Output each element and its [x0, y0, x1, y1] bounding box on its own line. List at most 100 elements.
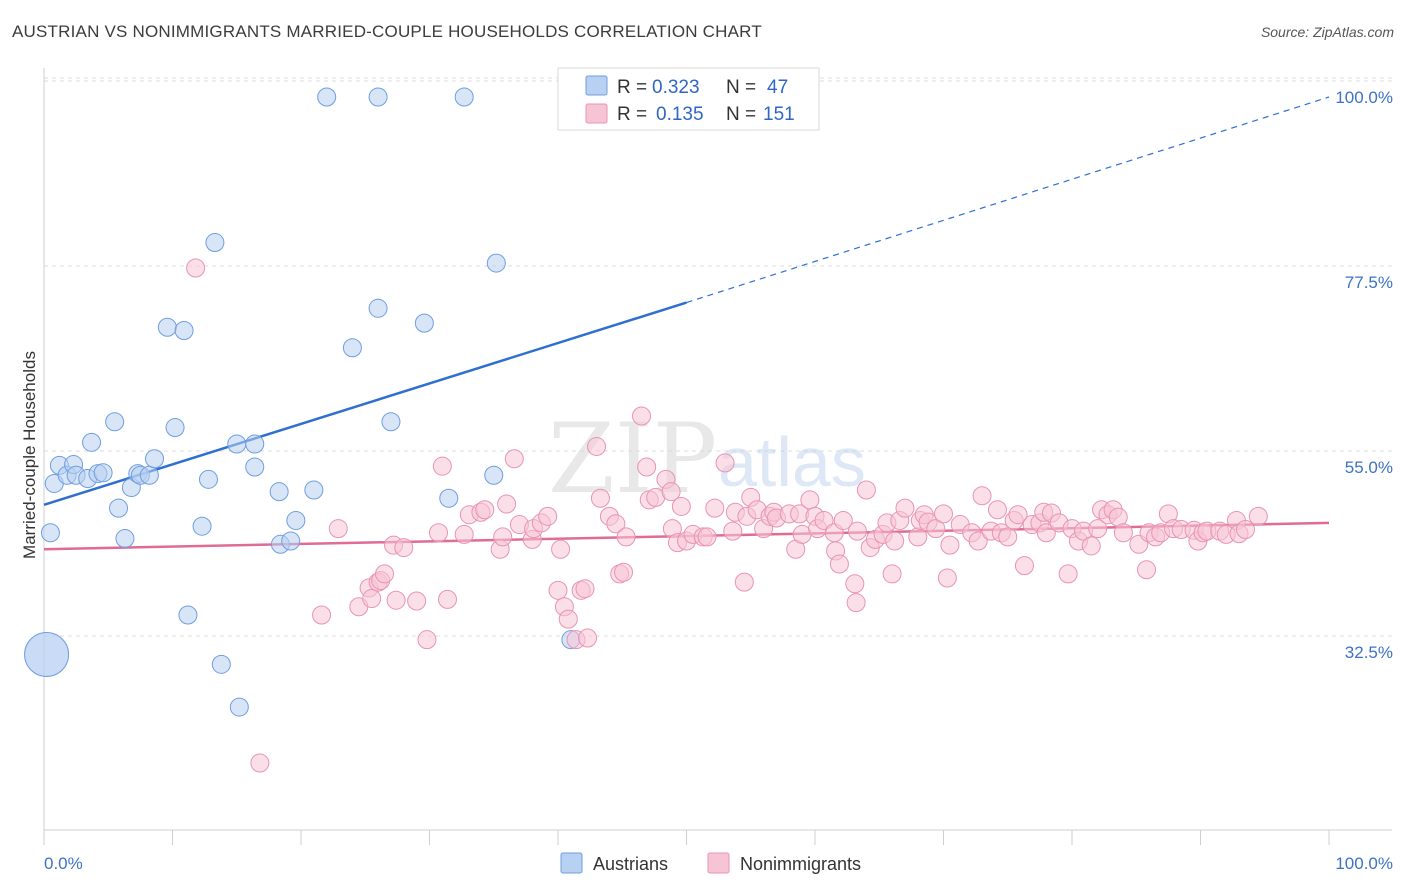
x-tick-label-min: 0.0%: [44, 854, 83, 873]
legend-n-label-nonimmigrants: N =: [726, 104, 756, 125]
austrians-point: [24, 631, 70, 677]
austrians-point: [192, 516, 212, 536]
nonimmigrants-point: [895, 498, 915, 518]
nonimmigrants-point: [968, 531, 988, 551]
nonimmigrants-point: [497, 494, 517, 514]
nonimmigrants-point: [606, 514, 626, 534]
austrians-point: [484, 465, 504, 485]
nonimmigrants-point: [250, 753, 270, 773]
nonimmigrants-point: [575, 579, 595, 599]
austrians-point: [205, 233, 225, 253]
nonimmigrants-point: [578, 628, 598, 648]
nonimmigrants-point: [538, 506, 558, 526]
nonimmigrants-point: [715, 453, 735, 473]
points-layer: [24, 87, 1268, 773]
austrians-point: [414, 313, 434, 333]
nonimmigrants-point: [454, 524, 474, 544]
nonimmigrants-point: [734, 572, 754, 592]
nonimmigrants-point: [475, 500, 495, 520]
bottom-legend-swatch-austrians: [560, 852, 583, 874]
austrians-point: [115, 529, 135, 549]
grid-layer: [43, 77, 1392, 845]
nonimmigrants-point: [407, 591, 427, 611]
austrians-point: [165, 418, 185, 438]
nonimmigrants-point: [312, 605, 332, 625]
austrians-point: [317, 87, 337, 107]
y-tick-label: 100.0%: [1335, 88, 1393, 107]
bottom-legend-label-austrians: Austrians: [593, 854, 668, 874]
nonimmigrants-point: [186, 258, 206, 278]
legend-swatch-austrians: [585, 75, 608, 96]
y-tick-label: 32.5%: [1345, 643, 1393, 662]
austrians-point: [342, 338, 362, 358]
chart-title: AUSTRIAN VS NONIMMIGRANTS MARRIED-COUPLE…: [12, 22, 762, 41]
nonimmigrants-point: [616, 527, 636, 547]
nonimmigrants-point: [1014, 556, 1034, 576]
nonimmigrants-point: [558, 609, 578, 629]
austrians-point: [82, 432, 102, 452]
nonimmigrants-point: [937, 568, 957, 588]
legend-swatch-nonimmigrants: [585, 103, 608, 124]
legend-r-value-austrians: 0.323: [652, 77, 700, 98]
nonimmigrants-point: [856, 480, 876, 500]
austrians-point: [145, 449, 165, 469]
nonimmigrants-point: [671, 496, 691, 516]
nonimmigrants-point: [504, 449, 524, 469]
austrians-point: [198, 469, 218, 489]
austrians-point: [245, 434, 265, 454]
austrians-point: [486, 253, 506, 273]
nonimmigrants-point: [1137, 560, 1157, 580]
austrians-point: [139, 465, 159, 485]
bottom-legend: Austrians Nonimmigrants: [560, 852, 861, 874]
stats-legend: R = 0.323 N = 47 R = 0.135 N = 151: [557, 67, 820, 131]
legend-n-label-austrians: N =: [726, 77, 756, 98]
nonimmigrants-point: [934, 504, 953, 524]
nonimmigrants-point: [362, 589, 382, 609]
nonimmigrants-point: [1088, 519, 1108, 539]
watermark: ZIP atlas: [548, 403, 866, 515]
y-tick-label: 55.0%: [1345, 458, 1393, 477]
nonimmigrants-point: [551, 539, 571, 559]
nonimmigrants-point: [846, 593, 866, 613]
austrians-point: [40, 523, 60, 543]
chart-source: Source: ZipAtlas.com: [1260, 24, 1394, 40]
nonimmigrants-point: [1113, 523, 1133, 543]
nonimmigrants-point: [437, 589, 457, 609]
nonimmigrants-point: [417, 630, 437, 650]
austrians-point: [109, 498, 129, 518]
y-tick-label: 77.5%: [1345, 273, 1393, 292]
nonimmigrants-point: [1248, 506, 1268, 526]
y-tick-labels: 32.5% 55.0% 77.5% 100.0%: [1335, 88, 1393, 662]
austrians-point: [368, 87, 388, 107]
nonimmigrants-point: [998, 527, 1018, 547]
austrians-point: [454, 87, 474, 107]
legend-r-label-austrians: R =: [617, 77, 647, 98]
nonimmigrants-point: [987, 500, 1007, 520]
nonimmigrants-point: [428, 523, 448, 543]
nonimmigrants-point: [845, 574, 865, 594]
nonimmigrants-point: [548, 580, 568, 600]
nonimmigrants-point: [814, 510, 834, 530]
axis-layer: [43, 68, 1392, 845]
legend-r-value-nonimmigrants: 0.135: [656, 104, 704, 125]
nonimmigrants-point: [590, 488, 610, 508]
austrians-point: [269, 482, 289, 502]
austrians-point: [93, 463, 113, 483]
austrians-point: [439, 488, 459, 508]
nonimmigrants-point: [432, 456, 452, 476]
austrians-point: [105, 412, 125, 432]
nonimmigrants-point: [632, 406, 652, 426]
legend-r-label-nonimmigrants: R =: [617, 104, 647, 125]
x-tick-label-max: 100.0%: [1335, 854, 1393, 873]
nonimmigrants-point: [829, 554, 849, 574]
austrians-point: [174, 321, 194, 341]
austrians-point: [178, 605, 198, 625]
watermark-zip: ZIP: [548, 403, 717, 515]
nonimmigrants-point: [800, 490, 820, 510]
bottom-legend-label-nonimmigrants: Nonimmigrants: [740, 854, 861, 874]
austrians-trend-extension: [686, 96, 1330, 304]
y-axis-title: Married-couple Households: [20, 351, 39, 559]
austrians-point: [157, 317, 177, 337]
nonimmigrants-point: [972, 486, 992, 506]
nonimmigrants-point: [926, 519, 946, 539]
